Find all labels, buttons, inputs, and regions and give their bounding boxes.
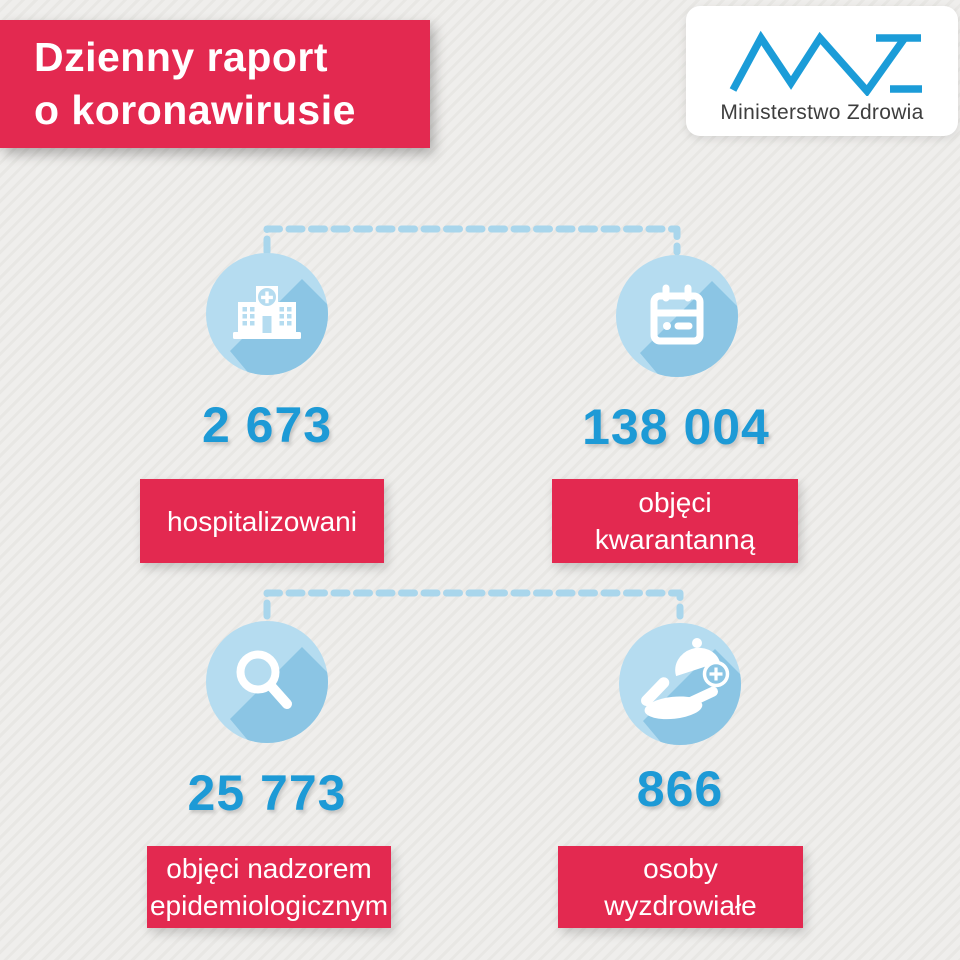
ministry-zdrowia-logo-icon bbox=[729, 30, 922, 98]
title-line-1: Dzienny raport bbox=[34, 34, 329, 80]
hospital-icon bbox=[206, 253, 328, 375]
connector-middle bbox=[263, 589, 684, 620]
title-banner: Dzienny raport o koronawirusie bbox=[0, 20, 430, 148]
ministry-name: Ministerstwo Zdrowia bbox=[720, 101, 924, 124]
stat-value-surveillance: 25 773 bbox=[187, 765, 347, 821]
stat-label-surveillance: objęci nadzorem epidemiologicznym bbox=[147, 846, 391, 928]
title-line-2: o koronawirusie bbox=[34, 87, 356, 133]
calendar-icon bbox=[616, 255, 738, 377]
connector-top bbox=[263, 225, 681, 256]
ministry-logo-card: Ministerstwo Zdrowia bbox=[686, 6, 958, 136]
stat-value-recovered: 866 bbox=[636, 761, 724, 817]
magnifier-icon bbox=[206, 621, 328, 743]
stat-label-recovered: osoby wyzdrowiałe bbox=[558, 846, 803, 928]
hand-dome-icon bbox=[619, 623, 741, 745]
stat-value-hospitalized: 2 673 bbox=[201, 397, 333, 453]
stat-label-quarantined: objęci kwarantanną bbox=[552, 479, 798, 563]
stat-value-quarantined: 138 004 bbox=[582, 399, 770, 455]
stat-label-hospitalized: hospitalizowani bbox=[140, 479, 384, 563]
